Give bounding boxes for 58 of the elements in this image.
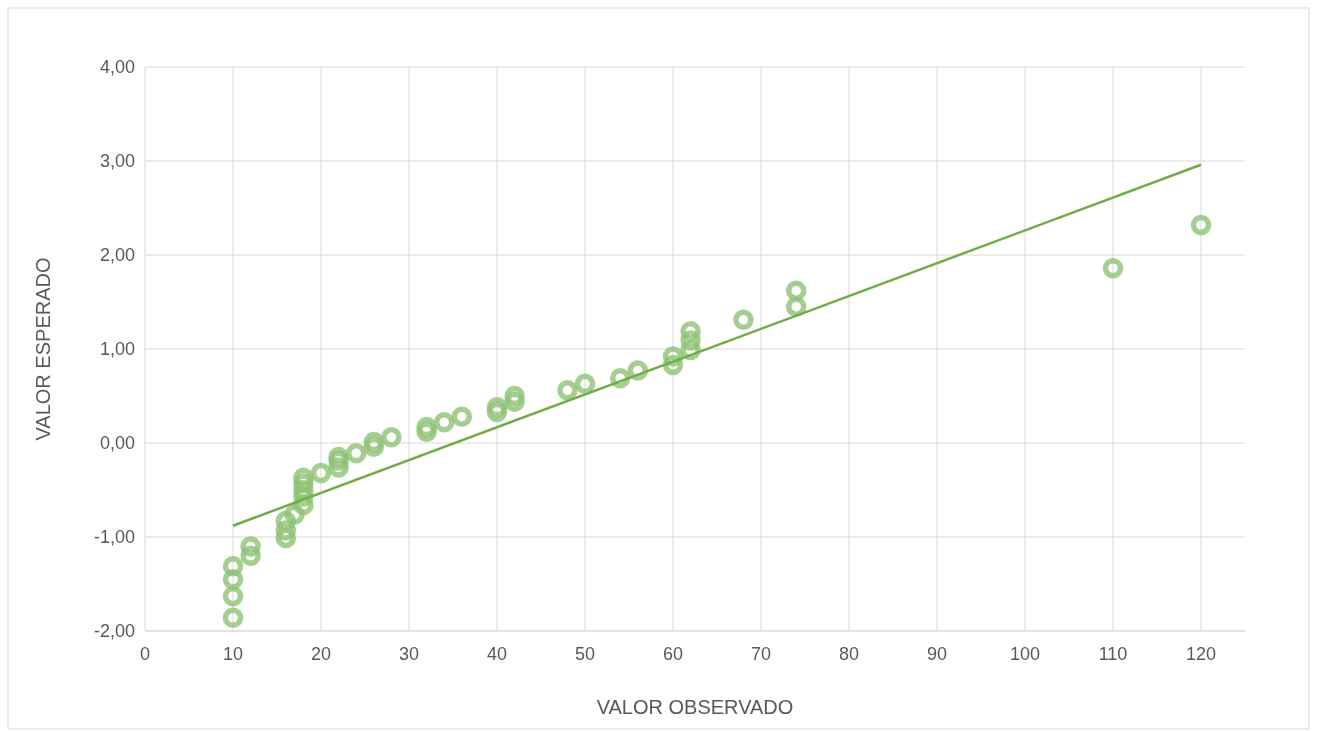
y-tick-label: 0,00: [99, 433, 135, 453]
point: [680, 320, 701, 342]
y-tick-label: -2,00: [93, 621, 135, 641]
point: [275, 520, 297, 541]
point: [293, 479, 314, 501]
x-tick-label: 40: [486, 644, 508, 664]
point: [785, 280, 807, 301]
x-tick-label: 80: [838, 644, 860, 664]
point: [416, 421, 437, 442]
x-tick-label: 100: [1009, 644, 1041, 664]
point: [363, 431, 385, 453]
point: [680, 330, 701, 351]
point: [222, 555, 244, 577]
y-tick-label: 3,00: [99, 151, 135, 171]
x-tick-label: 110: [1098, 644, 1128, 664]
y-tick-label: 2,00: [99, 245, 135, 265]
point: [275, 510, 297, 532]
x-tick-label: 60: [662, 644, 684, 664]
point: [433, 412, 455, 433]
point: [451, 406, 473, 427]
point: [222, 569, 244, 590]
point: [222, 607, 244, 629]
point: [293, 467, 314, 489]
point: [240, 545, 261, 567]
point: [1102, 257, 1124, 279]
x-tick-label: 30: [398, 644, 420, 664]
point: [275, 527, 297, 549]
point: [416, 416, 437, 438]
point: [557, 380, 578, 401]
point: [486, 401, 508, 423]
x-tick-label: 10: [222, 644, 244, 664]
x-tick-label: 70: [750, 644, 772, 664]
point: [381, 427, 402, 448]
x-tick-label: 90: [926, 644, 948, 664]
point: [504, 391, 525, 412]
y-tick-label: -1,00: [93, 527, 135, 547]
point: [284, 504, 305, 525]
point: [310, 462, 332, 484]
x-tick-label: 50: [574, 644, 596, 664]
x-tick-label: 20: [310, 644, 332, 664]
point: [345, 443, 367, 464]
point: [785, 296, 807, 317]
point: [328, 457, 349, 478]
x-tick-label: 0: [139, 644, 151, 664]
point: [363, 436, 385, 458]
point: [486, 397, 508, 418]
x-axis-title: VALOR OBSERVADO: [596, 696, 794, 718]
point: [293, 473, 314, 494]
y-axis-title: VALOR ESPERADO: [32, 257, 54, 441]
y-tick-label: 4,00: [99, 57, 135, 77]
point: [504, 385, 525, 407]
point: [222, 585, 244, 607]
point: [574, 373, 596, 395]
y-tick-label: 1,00: [99, 339, 135, 359]
x-tick-label: 120: [1185, 644, 1217, 664]
point: [733, 309, 754, 331]
point: [1190, 214, 1212, 236]
point: [240, 536, 261, 557]
